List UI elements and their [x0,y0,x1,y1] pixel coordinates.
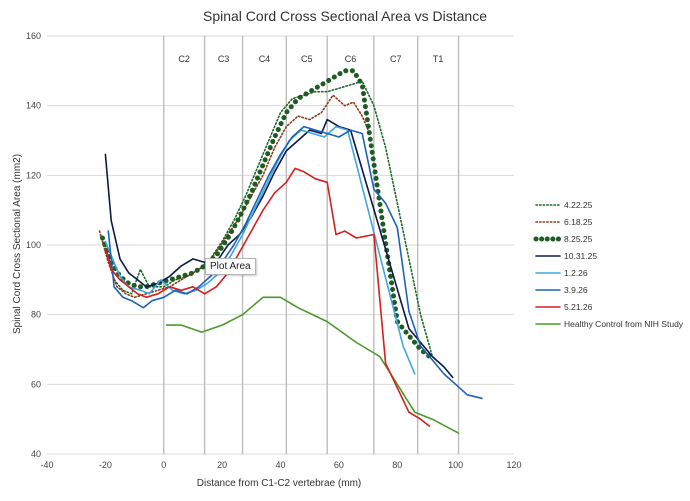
legend: 4.22.25 6.18.25 8.25.25 10.31.25 1.2.26 3.9.2… [533,200,684,329]
series-line-4 [104,125,416,375]
region-label-c3: C3 [218,54,230,64]
region-label-c5: C5 [301,54,313,64]
region-label-c6: C6 [345,54,357,64]
legend-entry-2: 8.25.25 [564,234,593,244]
series-line-0 [104,80,434,358]
x-tick-label: 40 [275,460,285,470]
y-tick-label: 160 [26,31,41,41]
y-tick-label: 140 [26,101,41,111]
y-tick-label: 60 [31,379,41,389]
x-tick-label: 100 [448,460,463,470]
legend-entry-1: 6.18.25 [564,217,593,227]
region-label-c4: C4 [259,54,271,64]
x-tick-label: 60 [334,460,344,470]
series-line-2 [100,68,432,359]
y-tick-label: 120 [26,170,41,180]
x-tick-label: 0 [161,460,166,470]
y-tick-label: 40 [31,449,41,459]
x-tick-label: 120 [506,460,521,470]
x-axis-label: Distance from C1-C2 vertebrae (mm) [197,478,361,489]
x-tick-label: -20 [99,460,112,470]
plot-area-tooltip: Plot Area [205,258,256,275]
x-tick-label: 80 [392,460,402,470]
plot-area[interactable]: 40 60 80 100 120 140 160 -40 -20 0 20 40 60 80 100 120 C… [26,31,522,470]
region-label-c7: C7 [390,54,402,64]
legend-entry-0: 4.22.25 [564,200,593,210]
chart-title: Spinal Cord Cross Sectional Area vs Dist… [203,8,487,24]
y-tick-label: 100 [26,240,41,250]
region-label-c2: C2 [178,54,190,64]
series-line-6 [104,167,431,427]
legend-entry-6: 5.21.26 [564,302,593,312]
x-tick-label: 20 [217,460,227,470]
y-tick-label: 80 [31,310,41,320]
series-line-7 [165,296,460,434]
tooltip-label: Plot Area [210,261,251,272]
region-label-t1: T1 [433,54,444,64]
legend-entry-4: 1.2.26 [564,268,588,278]
legend-entry-3: 10.31.25 [564,251,597,261]
legend-entry-7: Healthy Control from NIH Study [564,319,684,329]
series-line-5 [107,125,483,400]
legend-entry-5: 3.9.26 [564,285,588,295]
y-axis-label: Spinal Cord Cross Sectional Area (mm2) [12,154,23,334]
x-tick-label: -40 [40,460,53,470]
